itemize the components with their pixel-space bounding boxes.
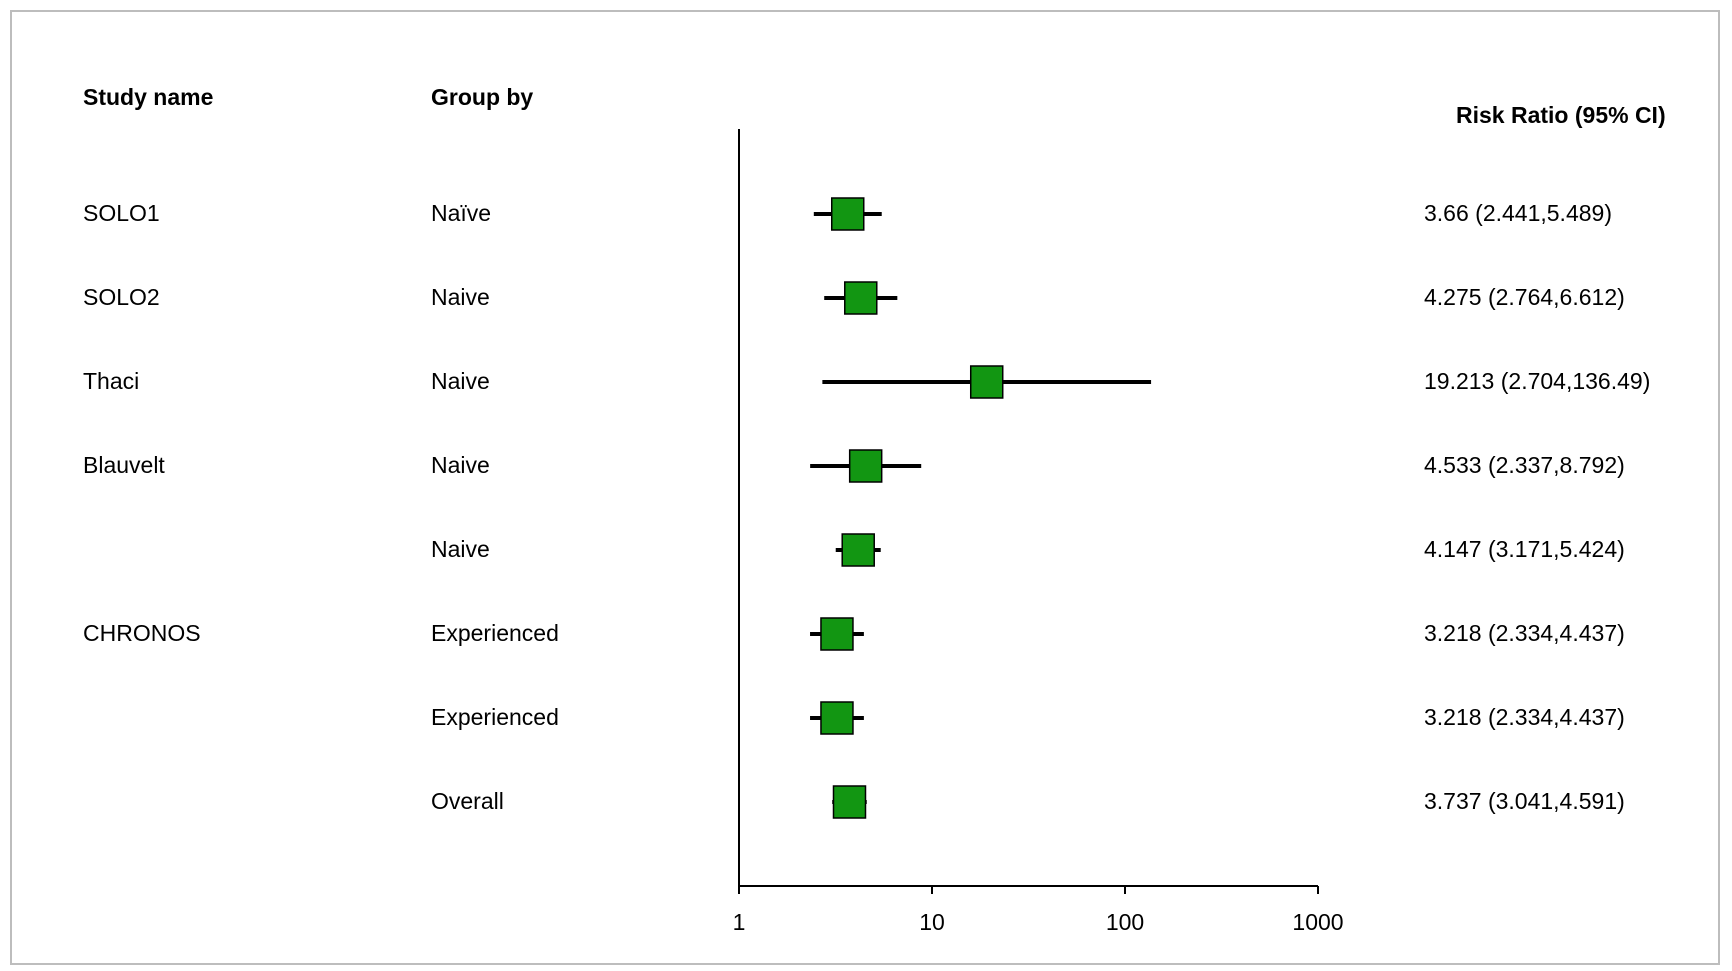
- group-cell: Naive: [431, 368, 490, 394]
- risk-ratio-ci-cell: 3.218 (2.334,4.437): [1424, 704, 1625, 730]
- point-estimate-box: [820, 617, 854, 651]
- study-name-cell: Thaci: [83, 368, 140, 394]
- group-cell: Naive: [431, 536, 490, 562]
- group-cell: Naive: [431, 284, 490, 310]
- x-tick-label: 100: [1106, 909, 1144, 935]
- x-tick-label: 10: [919, 909, 945, 935]
- study-name-cell: SOLO2: [83, 284, 160, 310]
- point-estimate-box: [969, 365, 1004, 399]
- risk-ratio-ci-cell: 4.533 (2.337,8.792): [1424, 452, 1625, 478]
- point-estimate-box: [820, 701, 854, 735]
- header-study-name: Study name: [83, 84, 214, 110]
- point-estimate-box: [848, 449, 883, 483]
- point-estimate-box: [841, 533, 875, 567]
- group-cell: Experienced: [431, 704, 559, 730]
- risk-ratio-ci-cell: 3.737 (3.041,4.591): [1424, 788, 1625, 814]
- group-cell: Overall: [431, 788, 504, 814]
- study-name-cell: SOLO1: [83, 200, 160, 226]
- risk-ratio-ci-cell: 3.218 (2.334,4.437): [1424, 620, 1625, 646]
- header-group-by: Group by: [431, 84, 534, 110]
- header-risk-ratio: Risk Ratio (95% CI): [1456, 102, 1666, 128]
- point-estimate-box: [844, 281, 878, 315]
- risk-ratio-ci-cell: 3.66 (2.441,5.489): [1424, 200, 1612, 226]
- point-estimate-box: [832, 785, 867, 819]
- study-name-cell: CHRONOS: [83, 620, 201, 646]
- group-cell: Experienced: [431, 620, 559, 646]
- group-cell: Naive: [431, 452, 490, 478]
- risk-ratio-ci-cell: 4.275 (2.764,6.612): [1424, 284, 1625, 310]
- x-tick-label: 1: [733, 909, 746, 935]
- risk-ratio-ci-cell: 19.213 (2.704,136.49): [1424, 368, 1651, 394]
- group-cell: Naïve: [431, 200, 492, 226]
- risk-ratio-ci-cell: 4.147 (3.171,5.424): [1424, 536, 1625, 562]
- point-estimate-box: [831, 197, 865, 231]
- figure-frame: [10, 10, 1720, 965]
- study-name-cell: Blauvelt: [83, 452, 165, 478]
- x-tick-label: 1000: [1292, 909, 1343, 935]
